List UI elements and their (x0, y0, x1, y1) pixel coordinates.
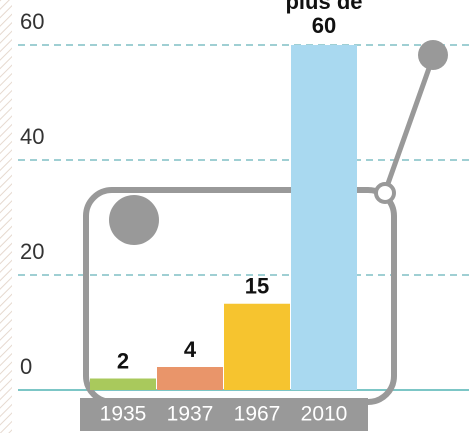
x-tick-label: 1967 (234, 403, 281, 426)
tv-base (80, 398, 368, 431)
antenna (382, 56, 436, 193)
y-tick-label: 40 (20, 124, 44, 149)
edge-hatch (0, 0, 12, 433)
antenna-ball (418, 40, 448, 70)
antenna-base (374, 182, 396, 204)
y-tick-label: 0 (20, 354, 32, 379)
y-tick-label: 60 (20, 9, 44, 34)
x-tick-label: 1937 (167, 403, 214, 426)
bar (291, 45, 357, 390)
x-tick-label: 1935 (100, 403, 147, 426)
knob (109, 195, 159, 245)
bar (157, 367, 223, 390)
value-label: plus de 60 (285, 0, 362, 38)
bars: 1935 2 1937 4 1967 15 2010 plus de 60 (90, 0, 363, 426)
value-label: 15 (245, 274, 269, 299)
tv-illustration (80, 40, 448, 431)
y-tick-label: 20 (20, 239, 44, 264)
bar (224, 303, 290, 390)
bar (90, 378, 156, 390)
value-label: 2 (117, 348, 129, 373)
value-label: 4 (184, 337, 197, 362)
x-tick-label: 2010 (301, 403, 348, 426)
